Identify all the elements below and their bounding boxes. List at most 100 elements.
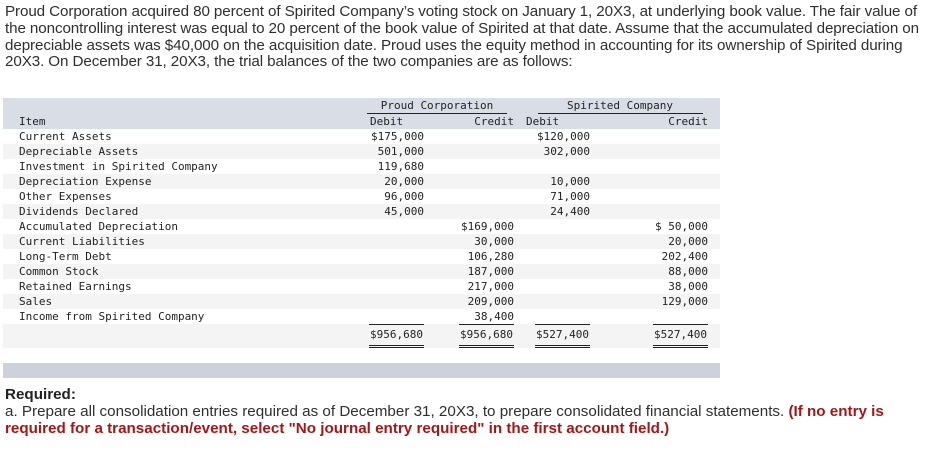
table-row: Depreciable Assets 501,000 302,000 [3, 144, 720, 159]
proud-debit-cell: 96,000 [358, 189, 428, 204]
spirited-credit-header: Credit [610, 114, 720, 129]
table-row: Sales 209,000 129,000 [3, 294, 720, 309]
spirited-credit-cell [610, 189, 720, 204]
spirited-debit-cell [524, 264, 610, 279]
proud-debit-header: Debit [358, 114, 428, 129]
required-section: Required: a. Prepare all consolidation e… [5, 386, 925, 437]
proud-credit-cell [428, 144, 524, 159]
proud-debit-cell: 20,000 [358, 174, 428, 189]
spirited-debit-cell: $120,000 [524, 129, 610, 144]
proud-debit-cell: 501,000 [358, 144, 428, 159]
account-name: Other Expenses [3, 189, 358, 204]
spirited-credit-cell: 202,400 [610, 249, 720, 264]
account-name: Retained Earnings [3, 279, 358, 294]
proud-debit-cell [358, 219, 428, 234]
spirited-debit-total: $527,400 [535, 324, 590, 348]
company-header-proud: Proud Corporation [367, 98, 507, 114]
required-title: Required: [5, 386, 76, 403]
spirited-debit-cell: 24,400 [524, 204, 610, 219]
account-name: Sales [3, 294, 358, 309]
spirited-credit-cell [610, 129, 720, 144]
table-row: Current Liabilities 30,000 20,000 [3, 234, 720, 249]
trial-balance-table-container: Proud Corporation Spirited Company Item … [3, 98, 720, 378]
company-header-row: Proud Corporation Spirited Company [3, 98, 720, 114]
proud-credit-cell [428, 129, 524, 144]
table-row: Retained Earnings 217,000 38,000 [3, 279, 720, 294]
spirited-debit-cell: 10,000 [524, 174, 610, 189]
account-name: Accumulated Depreciation [3, 219, 358, 234]
proud-credit-cell: 38,400 [428, 309, 524, 324]
spirited-debit-cell [524, 159, 610, 174]
table-row: Current Assets $175,000 $120,000 [3, 129, 720, 144]
proud-credit-cell: 106,280 [428, 249, 524, 264]
table-row: Income from Spirited Company 38,400 [3, 309, 720, 324]
spirited-debit-cell [524, 279, 610, 294]
account-name: Dividends Declared [3, 204, 358, 219]
account-name: Depreciable Assets [3, 144, 358, 159]
proud-debit-cell [358, 264, 428, 279]
spirited-debit-cell: 302,000 [524, 144, 610, 159]
proud-credit-cell [428, 189, 524, 204]
company-header-spirited: Spirited Company [537, 98, 703, 114]
spirited-debit-cell [524, 234, 610, 249]
table-row: Depreciation Expense 20,000 10,000 [3, 174, 720, 189]
proud-debit-cell [358, 249, 428, 264]
spirited-credit-total: $527,400 [653, 324, 708, 348]
spirited-credit-cell: 20,000 [610, 234, 720, 249]
proud-debit-cell [358, 294, 428, 309]
problem-intro: Proud Corporation acquired 80 percent of… [5, 3, 919, 71]
spirited-debit-cell [524, 249, 610, 264]
required-note: (If no entry is required for a transacti… [5, 403, 884, 437]
spirited-credit-cell: 129,000 [610, 294, 720, 309]
spirited-credit-cell: $ 50,000 [610, 219, 720, 234]
account-name: Common Stock [3, 264, 358, 279]
account-name: Depreciation Expense [3, 174, 358, 189]
proud-debit-cell [358, 279, 428, 294]
table-spacer [3, 348, 720, 363]
table-footer-band [3, 363, 720, 378]
account-name: Current Liabilities [3, 234, 358, 249]
spirited-credit-cell: 88,000 [610, 264, 720, 279]
table-row: Investment in Spirited Company 119,680 [3, 159, 720, 174]
account-name: Investment in Spirited Company [3, 159, 358, 174]
spirited-credit-cell [610, 159, 720, 174]
table-row: Long-Term Debt 106,280 202,400 [3, 249, 720, 264]
table-row: Common Stock 187,000 88,000 [3, 264, 720, 279]
proud-credit-cell: 217,000 [428, 279, 524, 294]
spirited-credit-cell [610, 174, 720, 189]
required-instruction: a. Prepare all consolidation entries req… [5, 403, 789, 420]
proud-credit-header: Credit [428, 114, 524, 129]
proud-debit-cell: 119,680 [358, 159, 428, 174]
spirited-debit-cell [524, 294, 610, 309]
proud-debit-total: $956,680 [369, 324, 424, 348]
spirited-debit-cell [524, 219, 610, 234]
proud-credit-cell [428, 174, 524, 189]
proud-debit-cell: $175,000 [358, 129, 428, 144]
proud-debit-cell [358, 309, 428, 324]
account-name: Current Assets [3, 129, 358, 144]
item-column-header: Item [3, 114, 358, 129]
column-header-row: Item Debit Credit Debit Credit [3, 114, 720, 129]
spirited-credit-cell: 38,000 [610, 279, 720, 294]
proud-credit-cell: 30,000 [428, 234, 524, 249]
totals-row: $956,680 $956,680 $527,400 $527,400 [3, 324, 720, 348]
proud-debit-cell: 45,000 [358, 204, 428, 219]
table-row: Other Expenses 96,000 71,000 [3, 189, 720, 204]
spirited-credit-cell [610, 309, 720, 324]
account-name: Income from Spirited Company [3, 309, 358, 324]
proud-credit-cell: 187,000 [428, 264, 524, 279]
spirited-credit-cell [610, 144, 720, 159]
proud-credit-cell [428, 159, 524, 174]
spirited-credit-cell [610, 204, 720, 219]
table-row: Accumulated Depreciation $169,000 $ 50,000 [3, 219, 720, 234]
proud-credit-total: $956,680 [459, 324, 514, 348]
proud-credit-cell [428, 204, 524, 219]
table-row: Dividends Declared 45,000 24,400 [3, 204, 720, 219]
spirited-debit-cell [524, 309, 610, 324]
spirited-debit-header: Debit [524, 114, 610, 129]
account-name: Long-Term Debt [3, 249, 358, 264]
trial-balance-table: Proud Corporation Spirited Company Item … [3, 98, 720, 378]
proud-credit-cell: 209,000 [428, 294, 524, 309]
proud-credit-cell: $169,000 [428, 219, 524, 234]
proud-debit-cell [358, 234, 428, 249]
